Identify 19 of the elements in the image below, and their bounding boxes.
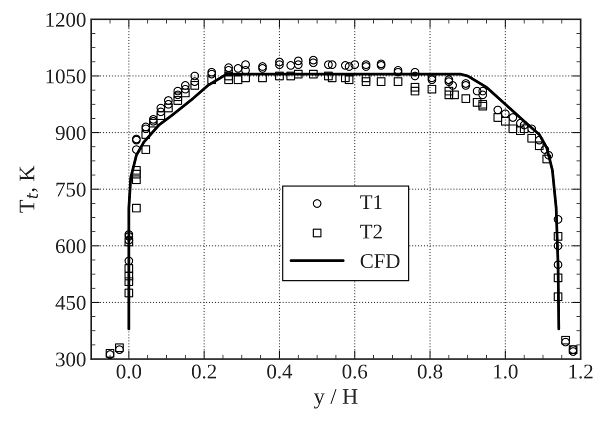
y-axis-title: T$_{t}$, K [20, 166, 38, 213]
y-tick-label: 900 [56, 126, 86, 140]
y-tick-label: 300 [56, 352, 86, 366]
x-tick-label: 0.0 [116, 364, 142, 379]
y-tick-label: 600 [56, 239, 86, 254]
x-tick-label: 1.2 [569, 364, 593, 379]
legend-label: T2 [360, 224, 382, 238]
x-tick-label: 0.8 [418, 364, 442, 379]
x-tick-label: 1.0 [494, 364, 518, 379]
x-axis-title: y / H [314, 389, 358, 409]
legend-label: T1 [360, 195, 382, 209]
x-tick-label: 0.4 [267, 364, 292, 379]
x-tick-label: 0.6 [342, 364, 368, 379]
y-tick-label: 1200 [46, 12, 86, 27]
y-tick-label: 450 [55, 296, 86, 310]
x-tick-label: 0.2 [192, 364, 216, 379]
y-tick-label: 750 [56, 182, 86, 197]
legend-label: CFD [360, 254, 400, 268]
y-tick-label: 1050 [46, 69, 86, 84]
